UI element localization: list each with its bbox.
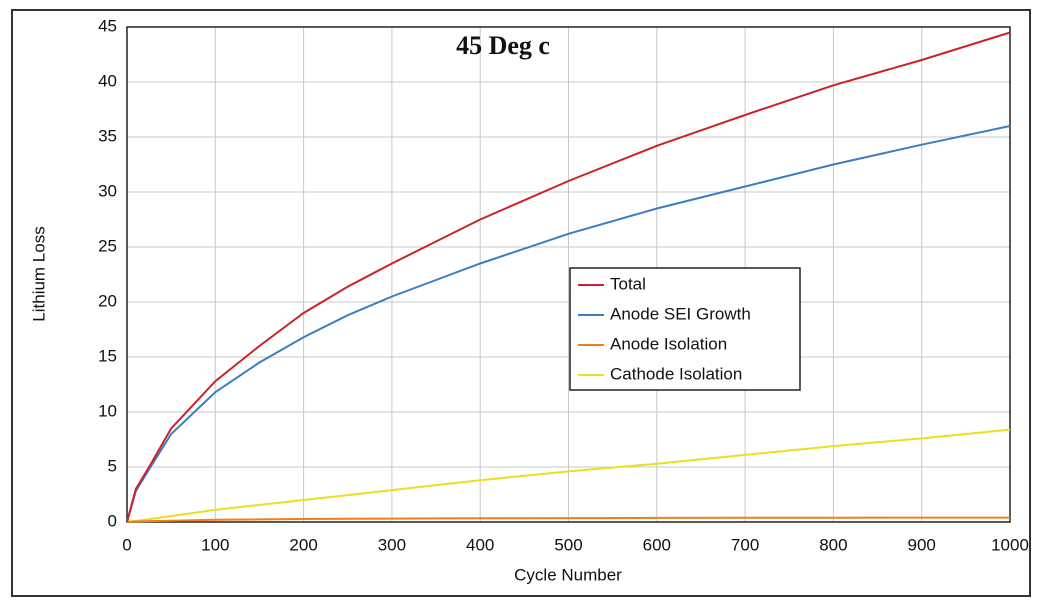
x-tick-label: 300 [378,535,406,554]
x-tick-label: 700 [731,535,759,554]
x-tick-label: 800 [819,535,847,554]
legend-label: Anode SEI Growth [610,304,751,323]
x-tick-label: 900 [908,535,936,554]
legend-label: Cathode Isolation [610,364,742,383]
legend-box [569,267,801,391]
y-tick-label: 15 [98,346,117,365]
y-tick-label: 25 [98,236,117,255]
y-tick-label: 40 [98,71,117,90]
x-tick-label: 600 [643,535,671,554]
x-tick-label: 1000 [991,535,1029,554]
x-axis-label: Cycle Number [514,565,622,584]
legend-label: Anode Isolation [610,334,727,353]
legend: Total Anode SEI Growth Anode Isolation Cath… [569,267,801,391]
x-tick-label: 500 [554,535,582,554]
x-tick-label: 0 [122,535,131,554]
legend-label: Total [610,274,646,293]
y-tick-label: 10 [98,401,117,420]
y-tick-label: 20 [98,291,117,310]
x-tick-label: 200 [289,535,317,554]
chart-title: 45 Deg c [456,31,550,60]
series-line [126,516,1010,523]
y-tick-label: 0 [108,511,117,530]
y-axis-label: Lithium Loss [29,226,48,321]
x-tick-label: 400 [466,535,494,554]
y-tick-label: 45 [98,16,117,35]
series-line [126,428,1011,523]
series-line [126,125,1011,523]
lines [126,31,1011,523]
y-tick-label: 30 [98,181,117,200]
x-tick-label: 100 [201,535,229,554]
series-line [126,31,1011,523]
plot-area [126,26,1011,523]
y-tick-label: 5 [108,456,117,475]
y-tick-label: 35 [98,126,117,145]
chart-frame [11,9,1031,597]
